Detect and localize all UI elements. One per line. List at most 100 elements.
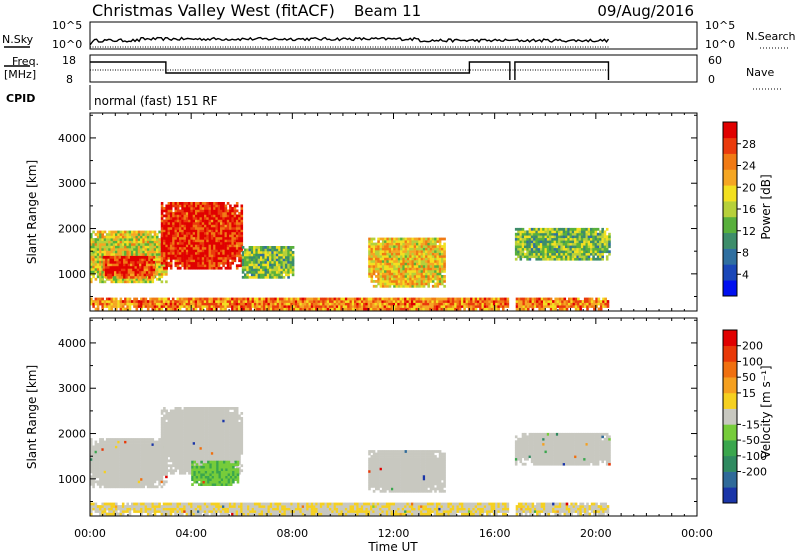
heatmap-cell — [420, 250, 424, 253]
heatmap-cell — [233, 297, 236, 301]
heatmap-cell — [603, 242, 607, 246]
heatmap-cell — [386, 240, 389, 243]
heatmap-cell — [420, 280, 424, 283]
heatmap-cell — [103, 240, 107, 244]
heatmap-cell — [342, 307, 346, 311]
heatmap-cell — [108, 302, 111, 306]
heatmap-cell — [233, 229, 237, 233]
heatmap-cell — [262, 260, 265, 264]
heatmap-cell — [126, 300, 129, 303]
heatmap-cell — [192, 261, 196, 265]
heatmap-cell — [195, 219, 198, 223]
heatmap-cell — [568, 300, 571, 303]
heatmap-cell — [145, 258, 149, 262]
heatmap-cell — [590, 300, 594, 303]
heatmap-cell — [400, 255, 403, 258]
heatmap-cell — [119, 473, 123, 476]
heatmap-cell — [226, 209, 230, 213]
heatmap-cell — [595, 297, 598, 301]
heatmap-cell — [275, 263, 279, 267]
heatmap-cell — [131, 485, 134, 489]
heatmap-cell — [322, 297, 325, 301]
freq-tick-top: 18 — [62, 54, 76, 67]
heatmap-cell — [131, 277, 134, 281]
heatmap-cell — [183, 236, 187, 240]
heatmap-cell — [385, 307, 389, 311]
heatmap-cell — [388, 240, 392, 243]
heatmap-cell — [530, 252, 534, 256]
heatmap-cell — [578, 252, 582, 256]
heatmap-cell — [215, 202, 218, 205]
heatmap-cell — [570, 305, 573, 308]
heatmap-cell — [275, 273, 279, 277]
heatmap-cell — [142, 280, 145, 284]
heatmap-cell — [133, 473, 136, 476]
heatmap-cell — [121, 235, 125, 239]
heatmap-cell — [121, 230, 125, 234]
heatmap-cell — [90, 468, 93, 471]
heatmap-cell — [110, 248, 114, 251]
heatmap-cell — [160, 209, 164, 213]
heatmap-cell — [434, 237, 437, 241]
heatmap-cell — [90, 482, 93, 486]
heatmap-cell — [278, 305, 282, 308]
heatmap-cell — [413, 297, 416, 301]
heatmap-cell — [565, 300, 569, 303]
heatmap-cell — [519, 240, 523, 244]
heatmap-cell — [416, 257, 419, 261]
heatmap-cell — [217, 246, 221, 250]
heatmap-cell — [208, 204, 212, 208]
heatmap-cell — [137, 455, 141, 459]
heatmap-cell — [176, 256, 180, 260]
heatmap-cell — [574, 305, 578, 308]
heatmap-cell — [101, 458, 104, 461]
heatmap-cell — [137, 468, 141, 471]
heatmap-cell — [224, 222, 228, 225]
heatmap-cell — [521, 235, 525, 239]
heatmap-cell — [90, 235, 93, 239]
heatmap-cell — [150, 268, 153, 272]
heatmap-cell — [528, 257, 532, 261]
heatmap-cell — [222, 249, 225, 253]
heatmap-cell — [226, 229, 230, 233]
heatmap-cell — [151, 277, 155, 281]
heatmap-cell — [413, 245, 417, 248]
heatmap-cell — [226, 239, 230, 243]
heatmap-cell — [126, 448, 129, 451]
heatmap-cell — [124, 235, 127, 239]
heatmap-cell — [99, 477, 102, 481]
heatmap-cell — [422, 252, 426, 256]
heatmap-cell — [438, 267, 442, 271]
heatmap-cell — [486, 305, 489, 308]
heatmap-cell — [176, 229, 180, 233]
heatmap-cell — [124, 470, 127, 474]
heatmap-cell — [266, 246, 270, 249]
heatmap-cell — [131, 280, 134, 284]
heatmap-cell — [160, 270, 164, 274]
heatmap-cell — [185, 212, 189, 215]
heatmap-cell — [163, 266, 166, 270]
heatmap-cell — [208, 297, 211, 301]
heatmap-cell — [195, 254, 198, 258]
heatmap-cell — [213, 239, 216, 243]
heatmap-cell — [522, 307, 526, 311]
heatmap-cell — [393, 255, 396, 258]
heatmap-cell — [578, 255, 582, 259]
heatmap-cell — [549, 257, 552, 261]
heatmap-cell — [527, 302, 530, 306]
heatmap-cell — [156, 265, 159, 269]
heatmap-cell — [201, 302, 205, 306]
heatmap-cell — [144, 453, 148, 456]
heatmap-cell — [454, 300, 457, 303]
heatmap-cell — [272, 307, 275, 311]
heatmap-cell — [112, 253, 116, 256]
heatmap-cell — [215, 207, 218, 210]
heatmap-cell — [269, 268, 272, 272]
heatmap-cell — [192, 305, 195, 308]
heatmap-cell — [555, 247, 559, 251]
heatmap-cell — [413, 250, 417, 253]
heatmap-cell — [179, 241, 182, 245]
heatmap-cell — [217, 297, 221, 301]
heatmap-cell — [517, 227, 520, 231]
heatmap-cell — [406, 300, 409, 303]
